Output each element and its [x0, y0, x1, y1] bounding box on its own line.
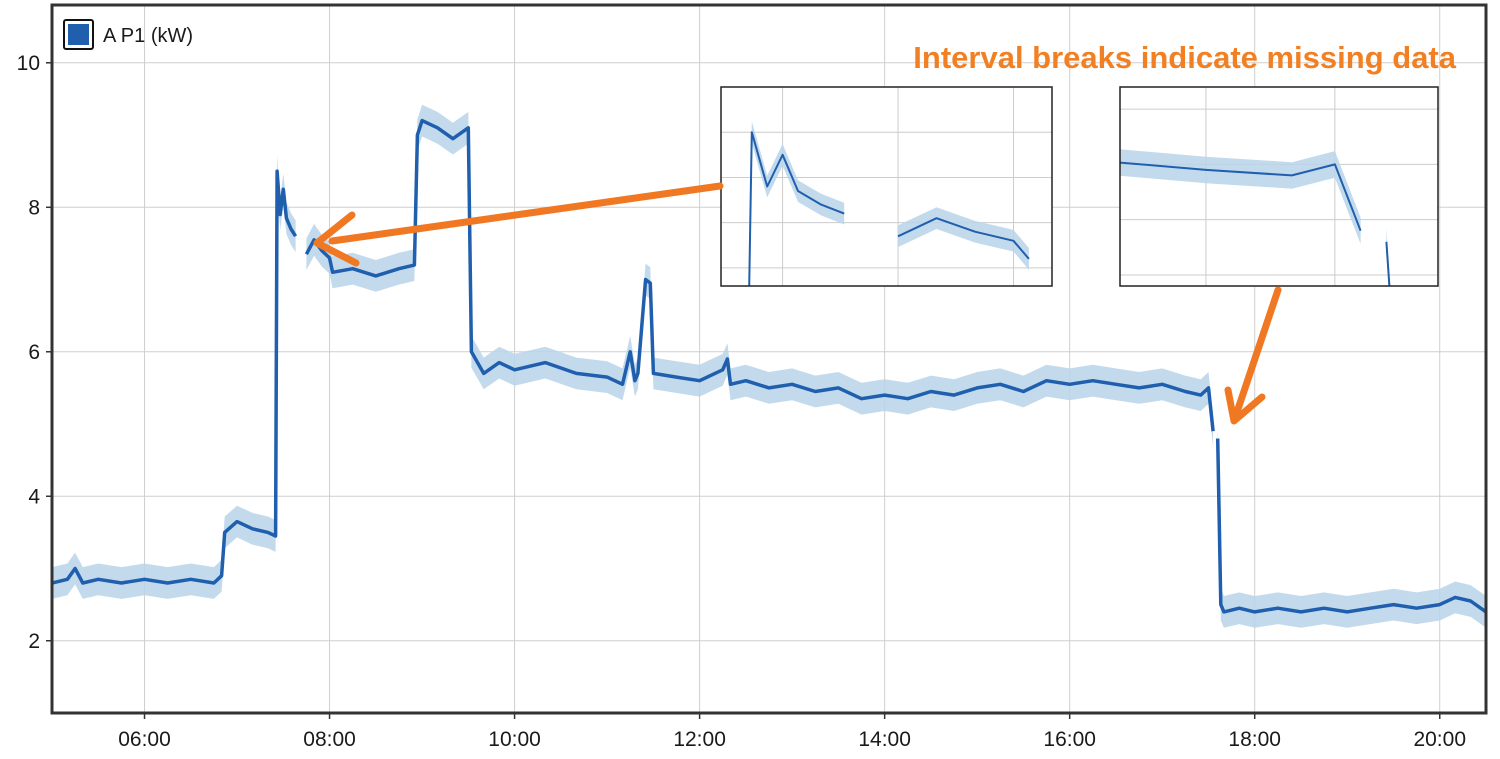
series-line-segment-1: [52, 169, 298, 585]
inset-series-line: [748, 131, 845, 286]
range-band-segment-3: [1217, 422, 1486, 628]
y-tick-label: 10: [17, 52, 40, 75]
inset-zoom-2: [1119, 86, 1439, 287]
series-line-group: [52, 118, 1486, 614]
y-axis: 2 4 6 8 10: [17, 52, 52, 653]
x-tick-label: 08:00: [303, 728, 356, 751]
x-tick-label: 10:00: [488, 728, 541, 751]
inset-1-background: [721, 87, 1052, 286]
inset-zoom-1: [720, 86, 1053, 287]
y-tick-label: 2: [28, 630, 40, 653]
x-tick-label: 14:00: [858, 728, 911, 751]
inset-range-band: [749, 121, 845, 286]
y-tick-label: 8: [28, 196, 40, 219]
series-line-segment-2: [304, 118, 1215, 432]
arrow-1-head: [313, 211, 360, 267]
x-tick-label: 16:00: [1043, 728, 1096, 751]
plot-frame: [50, 3, 1488, 715]
range-band: [52, 104, 1486, 628]
x-tick-label: 12:00: [673, 728, 726, 751]
x-tick-label: 18:00: [1228, 728, 1281, 751]
arrow-1-shaft: [328, 182, 724, 245]
inset-series-line: [1120, 161, 1362, 232]
inset-2-frame: [1119, 86, 1439, 287]
inset-series-line: [897, 217, 1030, 260]
y-tick-label: 6: [28, 341, 40, 364]
x-axis: 06:00 08:00 10:00 12:00 14:00 16:00 18:00 20:00: [118, 713, 1466, 751]
arrow-2-head: [1224, 386, 1266, 425]
legend-swatch: [68, 24, 89, 45]
legend[interactable]: A P1 (kW): [63, 19, 193, 50]
series-line-segment-3: [1215, 438, 1486, 614]
annotation-missing-data: Interval breaks indicate missing data: [913, 40, 1456, 75]
range-band-segment-2: [306, 104, 1214, 448]
x-tick-label: 06:00: [118, 728, 171, 751]
y-tick-label: 4: [28, 485, 40, 508]
inset-range-band: [898, 207, 1029, 270]
arrow-2-shaft: [1233, 286, 1282, 416]
annotation-arrows: [313, 182, 1282, 425]
legend-label: A P1 (kW): [103, 25, 193, 47]
x-tick-label: 20:00: [1413, 728, 1466, 751]
grid-lines: [52, 5, 1486, 713]
